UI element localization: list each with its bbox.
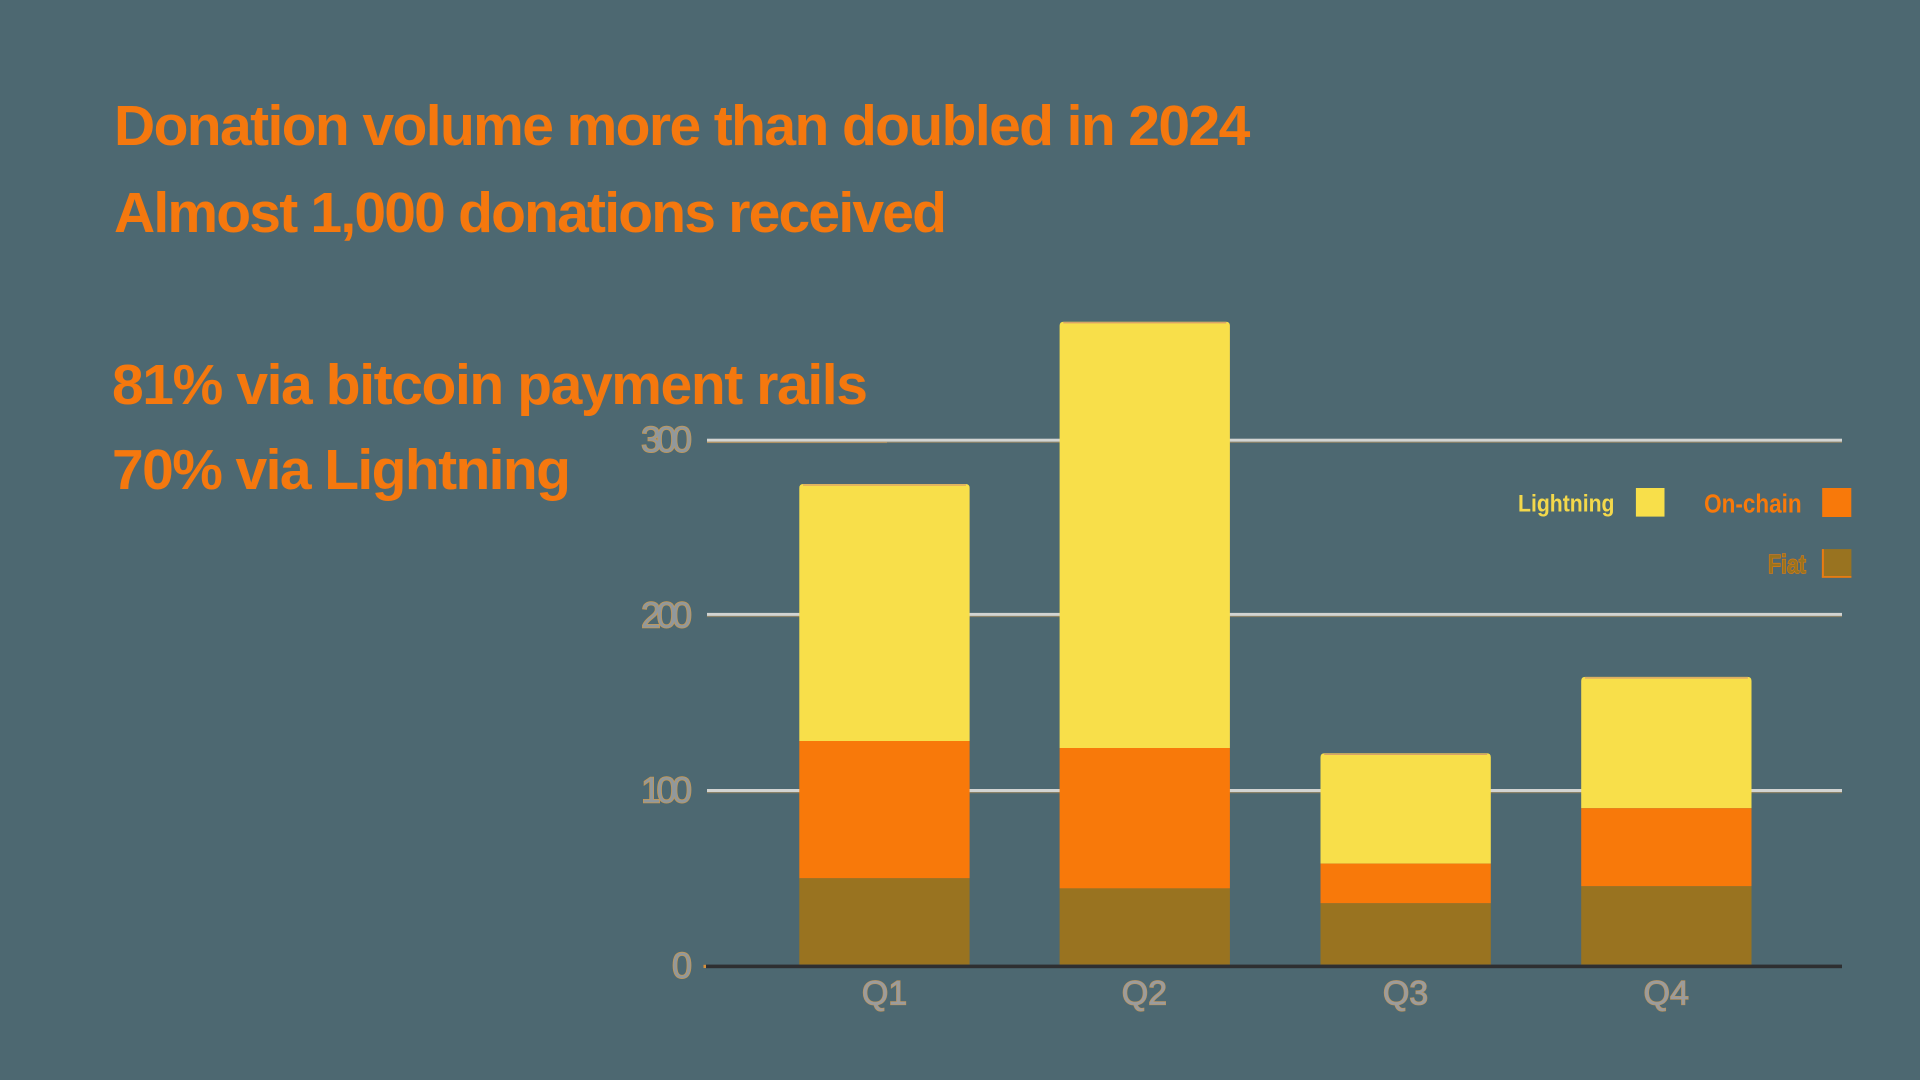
svg-text:300: 300 xyxy=(641,419,692,460)
svg-text:200: 200 xyxy=(641,594,692,635)
svg-text:Fiat: Fiat xyxy=(1768,549,1806,579)
svg-text:300: 300 xyxy=(641,419,692,460)
svg-text:200: 200 xyxy=(641,594,692,635)
svg-text:Q3: Q3 xyxy=(1383,974,1428,1012)
svg-text:On-chain: On-chain xyxy=(1704,490,1802,518)
svg-text:Lightning: Lightning xyxy=(1518,491,1615,518)
svg-text:Fiat: Fiat xyxy=(1768,549,1806,579)
svg-text:Q2: Q2 xyxy=(1122,974,1167,1012)
svg-text:Q1: Q1 xyxy=(862,974,907,1012)
svg-text:Q4: Q4 xyxy=(1644,974,1689,1012)
svg-text:Q4: Q4 xyxy=(1644,974,1689,1012)
svg-text:100: 100 xyxy=(641,770,692,811)
svg-text:Q3: Q3 xyxy=(1383,974,1428,1012)
svg-text:Q2: Q2 xyxy=(1122,974,1167,1012)
svg-text:0: 0 xyxy=(672,945,692,986)
svg-text:0: 0 xyxy=(672,945,692,986)
svg-text:100: 100 xyxy=(641,770,692,811)
svg-text:Q1: Q1 xyxy=(862,974,907,1012)
